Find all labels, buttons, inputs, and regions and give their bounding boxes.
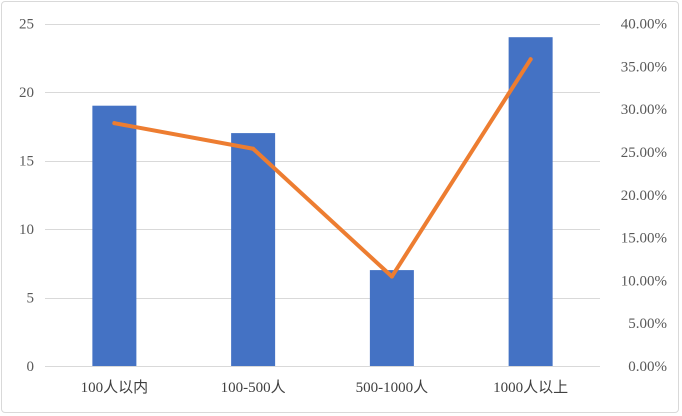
- line-point: [112, 121, 117, 126]
- left-tick-label: 20: [19, 85, 34, 101]
- bar: [231, 133, 276, 366]
- line-point: [389, 274, 394, 279]
- bar-series: [92, 37, 553, 366]
- right-tick-label: 10.00%: [621, 273, 667, 289]
- right-tick-label: 5.00%: [628, 316, 667, 332]
- category-label: 500-1000人: [356, 379, 429, 396]
- line-series: [112, 57, 533, 279]
- right-tick-label: 15.00%: [621, 231, 667, 247]
- left-tick-label: 15: [19, 154, 34, 170]
- category-label: 100-500人: [221, 379, 286, 396]
- right-axis: 0.00% 5.00% 10.00% 15.00% 20.00% 25.00% 30.00%…: [621, 17, 667, 376]
- line-point: [251, 146, 256, 151]
- x-axis: 100人以内 100-500人 500-1000人 1000人以上: [81, 379, 569, 396]
- left-tick-label: 5: [27, 291, 35, 307]
- bar: [369, 270, 414, 366]
- left-tick-label: 25: [19, 17, 34, 33]
- left-tick-label: 0: [27, 359, 35, 375]
- left-axis: 0 5 10 15 20 25: [19, 17, 34, 376]
- category-label: 1000人以上: [493, 379, 568, 396]
- right-tick-label: 20.00%: [621, 188, 667, 204]
- right-tick-label: 0.00%: [628, 359, 667, 375]
- right-tick-label: 25.00%: [621, 145, 667, 161]
- line-point: [528, 57, 533, 62]
- right-tick-label: 35.00%: [621, 59, 667, 75]
- right-tick-label: 30.00%: [621, 102, 667, 118]
- line-path: [112, 57, 533, 279]
- category-label: 100人以内: [81, 379, 149, 396]
- bar: [92, 105, 137, 366]
- right-tick-label: 40.00%: [621, 17, 667, 33]
- left-tick-label: 10: [19, 222, 34, 238]
- bar: [508, 37, 553, 366]
